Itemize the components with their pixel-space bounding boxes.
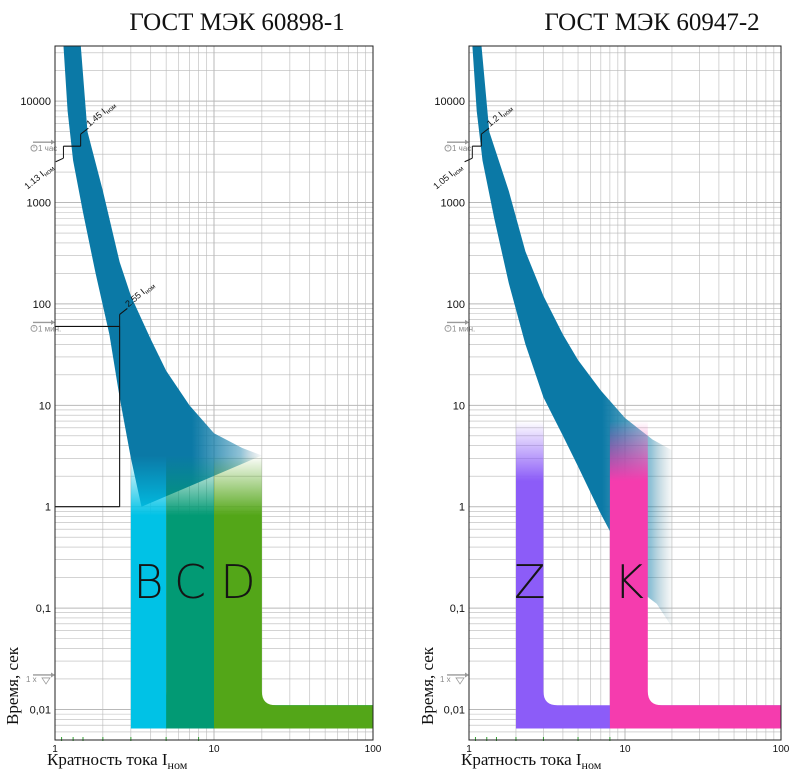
plot-marks xyxy=(472,46,781,729)
y-tick-label: 0,1 xyxy=(36,603,51,615)
annotation-leader xyxy=(481,127,490,135)
y-tick-label: 0,1 xyxy=(450,603,465,615)
sine-wave-icon xyxy=(41,677,51,685)
y-tick-label: 1000 xyxy=(27,198,51,210)
time-marker-arrowhead xyxy=(465,672,469,678)
series-band-b xyxy=(130,455,373,729)
sine-wave-icon xyxy=(455,677,465,685)
series-label-c: C xyxy=(174,555,206,609)
y-tick-label: 10000 xyxy=(20,96,51,108)
y-tick-label: 1000 xyxy=(441,198,465,210)
annotation-leader xyxy=(55,157,64,163)
y-tick-label: 10000 xyxy=(434,96,465,108)
series-band-d xyxy=(214,455,373,729)
plot-frame xyxy=(54,45,374,741)
annotation-leader xyxy=(80,127,89,135)
time-marker-arrowhead xyxy=(51,139,55,145)
time-marker-arrowhead xyxy=(51,319,55,325)
y-tick-label: 1 xyxy=(45,502,51,514)
plot-frame xyxy=(468,45,782,741)
series-band-c xyxy=(166,455,373,729)
series-label-k: K xyxy=(614,555,644,609)
x-tick-label: 100 xyxy=(365,744,382,755)
annotation-leader xyxy=(464,157,473,163)
annotation-label: 1.05 Iном xyxy=(431,161,465,193)
time-marker-label: 1 x xyxy=(26,675,37,684)
x-axis-label: Кратность тока Iном xyxy=(461,750,602,772)
time-marker-label: 1 x xyxy=(440,675,451,684)
plot-marks xyxy=(63,46,373,729)
series-label-b: B xyxy=(133,555,163,609)
clock-icon xyxy=(444,144,452,152)
time-marker-label: 1 мин. xyxy=(452,324,475,333)
y-tick-label: 1 xyxy=(459,502,465,514)
x-tick-label: 100 xyxy=(773,744,790,755)
x-tick-label: 1 xyxy=(466,744,472,755)
series-label-d: D xyxy=(220,555,255,609)
chart-title: ГОСТ МЭК 60947-2 xyxy=(544,9,759,36)
y-tick-label: 0,01 xyxy=(30,704,51,716)
time-marker-arrowhead xyxy=(465,319,469,325)
x-tick-label: 10 xyxy=(208,744,220,755)
clock-icon xyxy=(30,324,38,332)
y-tick-label: 10 xyxy=(39,400,51,412)
series-band-k xyxy=(609,421,781,729)
annotation-label: 1.13 Iном xyxy=(22,161,56,193)
y-tick-label: 10 xyxy=(453,400,465,412)
y-tick-label: 0,01 xyxy=(444,704,465,716)
y-axis-label: Время, сек xyxy=(418,646,437,725)
x-tick-label: 10 xyxy=(619,744,631,755)
series-band-z xyxy=(515,421,781,729)
time-marker-label: 1 час xyxy=(38,144,57,153)
x-axis-label: Кратность тока Iном xyxy=(47,750,188,772)
time-marker-label: 1 мин. xyxy=(38,324,61,333)
x-tick-label: 1 xyxy=(52,744,58,755)
time-marker-arrowhead xyxy=(51,672,55,678)
time-marker-arrowhead xyxy=(465,139,469,145)
y-tick-label: 100 xyxy=(447,299,465,311)
clock-icon xyxy=(444,324,452,332)
y-tick-label: 100 xyxy=(33,299,51,311)
clock-icon xyxy=(30,144,38,152)
y-axis-label: Время, сек xyxy=(3,646,22,725)
time-marker-label: 1 час xyxy=(452,144,471,153)
series-label-z: Z xyxy=(514,555,546,609)
annotation-leader xyxy=(119,308,128,315)
chart-title: ГОСТ МЭК 60898-1 xyxy=(129,9,344,36)
